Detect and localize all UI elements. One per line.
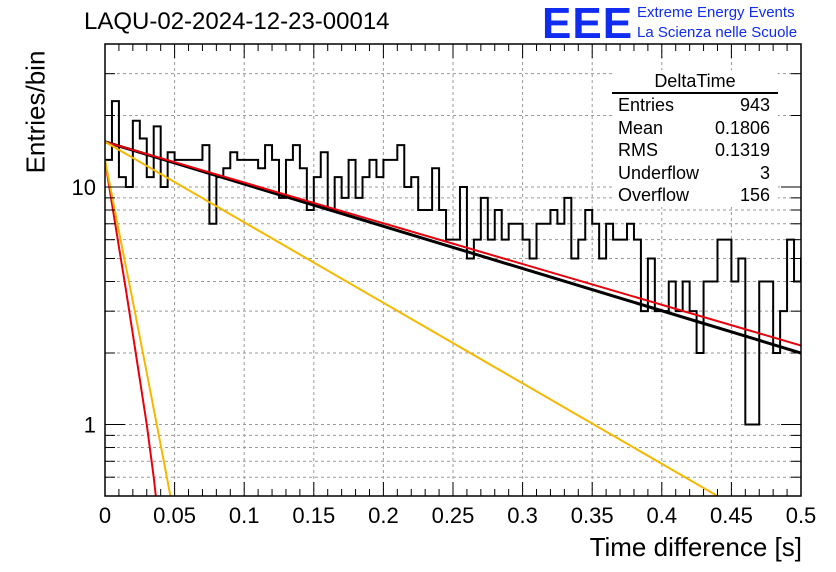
y-tick-label: 1 [84,413,96,438]
x-tick-label: 0.4 [647,503,678,528]
logo-mark: EEE [542,0,634,48]
logo-line-2: La Scienza nelle Scuole [637,24,798,41]
x-tick-label: 0.2 [368,503,399,528]
stats-value: 0.1319 [714,140,770,160]
fit-curve-0 [105,140,801,355]
stats-box: DeltaTime Entries 943 Mean 0.1806 RMS 0.131… [612,70,778,207]
x-tick-label: 0.45 [710,503,753,528]
x-tick-label: 0 [99,503,111,528]
x-tick-label: 0.05 [153,503,196,528]
stats-label: Entries [618,95,675,115]
y-tick-label: 10 [72,175,96,200]
stats-value: 3 [759,162,770,183]
stats-row-overflow: Overflow 156 [612,184,778,207]
fit-curve-4 [105,159,172,496]
stats-label: RMS [618,140,658,160]
fit-curve-1 [105,140,801,347]
fit-curve-3 [105,159,157,496]
logo-line-1: Extreme Energy Events [637,4,795,21]
x-tick-label: 0.15 [292,503,335,528]
fit-curve-2 [105,140,718,496]
chart-title: LAQU-02-2024-12-23-00014 [84,8,390,35]
x-tick-label: 0.25 [432,503,475,528]
stats-title: DeltaTime [612,70,778,94]
stats-value: 0.1806 [714,117,770,138]
x-tick-label: 0.1 [229,503,260,528]
stats-row-mean: Mean 0.1806 [612,117,778,140]
histogram-line [105,100,801,426]
stats-row-rms: RMS 0.1319 [612,139,778,162]
stats-label: Mean [618,117,664,138]
x-axis-label: Time difference [s] [589,532,802,562]
stats-row-underflow: Underflow 3 [612,162,778,185]
stats-label: Overflow [618,185,690,205]
x-tick-label: 0.35 [571,503,614,528]
x-tick-label: 0.5 [786,503,817,528]
stats-row-entries: Entries 943 [612,94,778,117]
stats-value: 943 [739,95,770,115]
stats-label: Underflow [618,162,700,183]
stats-value: 156 [739,185,770,205]
x-tick-label: 0.3 [507,503,538,528]
